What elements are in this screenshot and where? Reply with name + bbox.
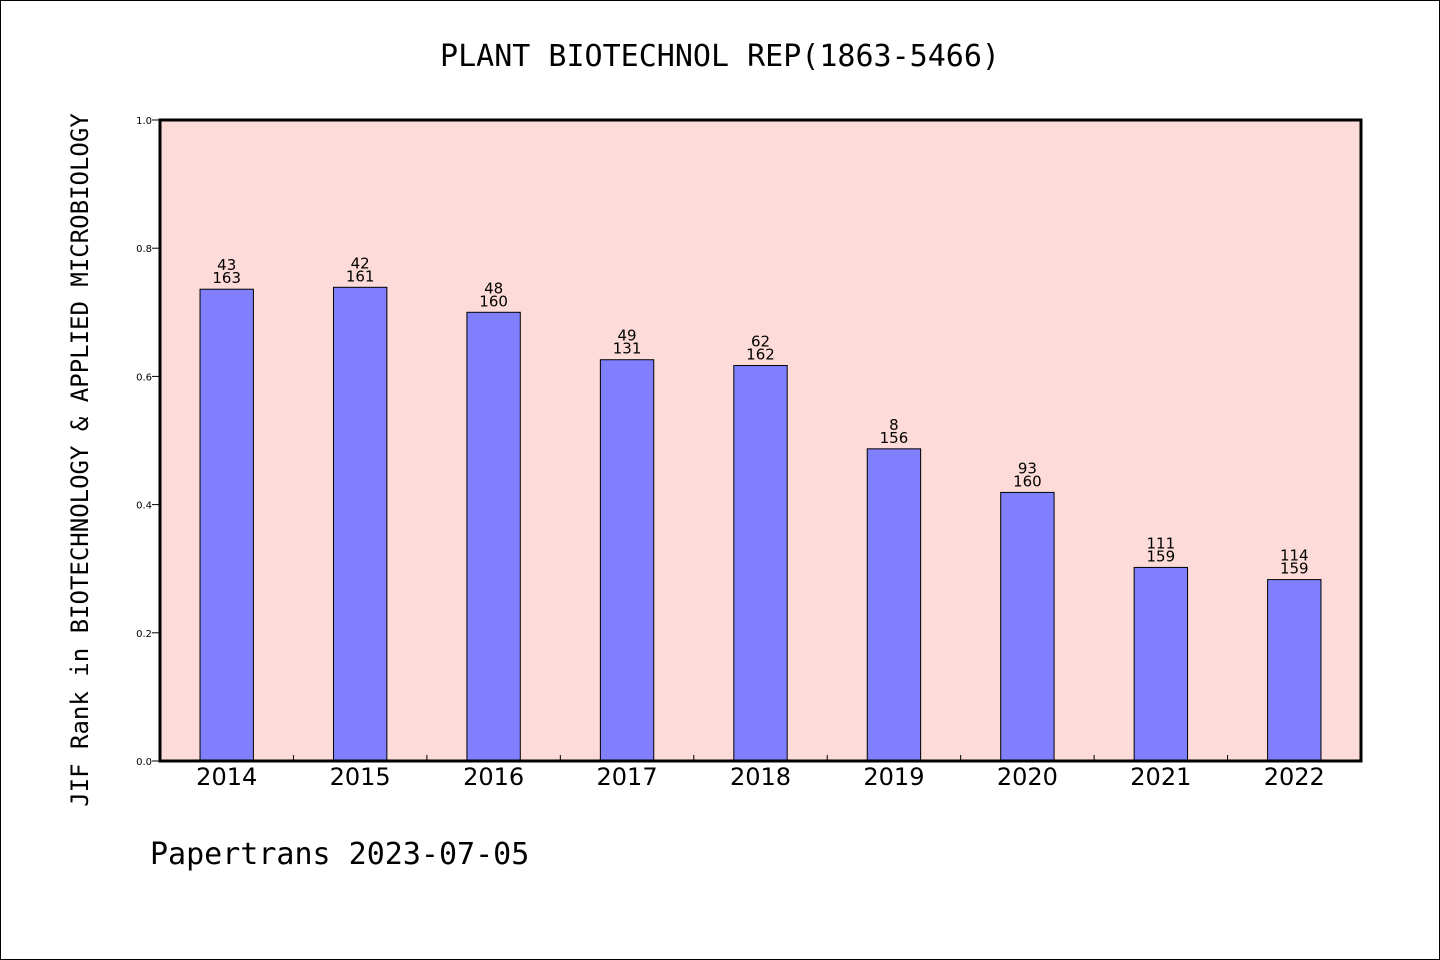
- bar-total-label: 156: [880, 429, 909, 447]
- bar-rank-label: 62: [751, 333, 770, 351]
- y-axis-label: JIF Rank in BIOTECHNOLOGY & APPLIED MICR…: [66, 113, 94, 807]
- bars: [199, 286, 1322, 762]
- x-tick-label: 2014: [196, 763, 257, 791]
- bar-2021: [1133, 566, 1189, 762]
- footer-text: Papertrans 2023-07-05: [150, 837, 529, 872]
- bar-rank-label: 49: [618, 327, 637, 345]
- bar-2019: [866, 448, 922, 762]
- x-tick-label: 2021: [1130, 763, 1191, 791]
- bar-rank-label: 114: [1280, 547, 1309, 565]
- bar-rank-label: 93: [1018, 459, 1037, 477]
- x-tick-label: 2015: [330, 763, 391, 791]
- bar-total-label: 131: [613, 340, 642, 358]
- bar-2020: [1000, 491, 1055, 762]
- x-tick-label: 2018: [730, 763, 791, 791]
- bar-2018: [733, 365, 788, 762]
- bar-total-label: 159: [1280, 560, 1309, 578]
- y-tick-label: 0.6: [136, 372, 152, 383]
- bar-total-label: 160: [1013, 472, 1042, 490]
- x-tick-label: 2017: [597, 763, 658, 791]
- y-tick-label: 0.8: [136, 244, 152, 255]
- plot-border: [158, 118, 1363, 763]
- bar-2015: [332, 286, 388, 762]
- x-tick-label: 2022: [1264, 763, 1325, 791]
- x-tick-label: 2016: [463, 763, 524, 791]
- y-tick-label: 0.4: [136, 501, 152, 512]
- bar-total-label: 163: [212, 269, 241, 287]
- bar-rank-label: 111: [1147, 534, 1176, 552]
- x-tick-label: 2020: [997, 763, 1058, 791]
- y-axis: 0.0 0.2 0.4 0.6 0.8 1.0: [136, 116, 160, 768]
- chart-title: PLANT BIOTECHNOL REP(1863-5466): [440, 39, 1000, 74]
- y-tick-label: 1.0: [136, 116, 152, 127]
- y-tick-label: 0.0: [136, 757, 152, 768]
- bar-2017: [599, 359, 655, 762]
- bar-rank-label: 43: [217, 256, 236, 274]
- bar-total-label: 160: [479, 292, 508, 310]
- x-tick-label: 2019: [863, 763, 924, 791]
- bar-2022: [1267, 579, 1322, 762]
- bar-total-label: 161: [346, 267, 375, 285]
- bar-total-label: 162: [746, 346, 775, 364]
- bar-rank-label: 48: [484, 279, 503, 297]
- bar-rank-label: 42: [351, 254, 370, 272]
- bar-2016: [466, 311, 521, 762]
- x-axis: 2014 2015 2016 2017 2018 2019 2020 2021 2022: [196, 755, 1325, 791]
- bar-2014: [199, 288, 254, 762]
- bar-rank-label: 8: [889, 416, 899, 434]
- y-tick-label: 0.2: [136, 629, 152, 640]
- bar-total-label: 159: [1147, 547, 1176, 565]
